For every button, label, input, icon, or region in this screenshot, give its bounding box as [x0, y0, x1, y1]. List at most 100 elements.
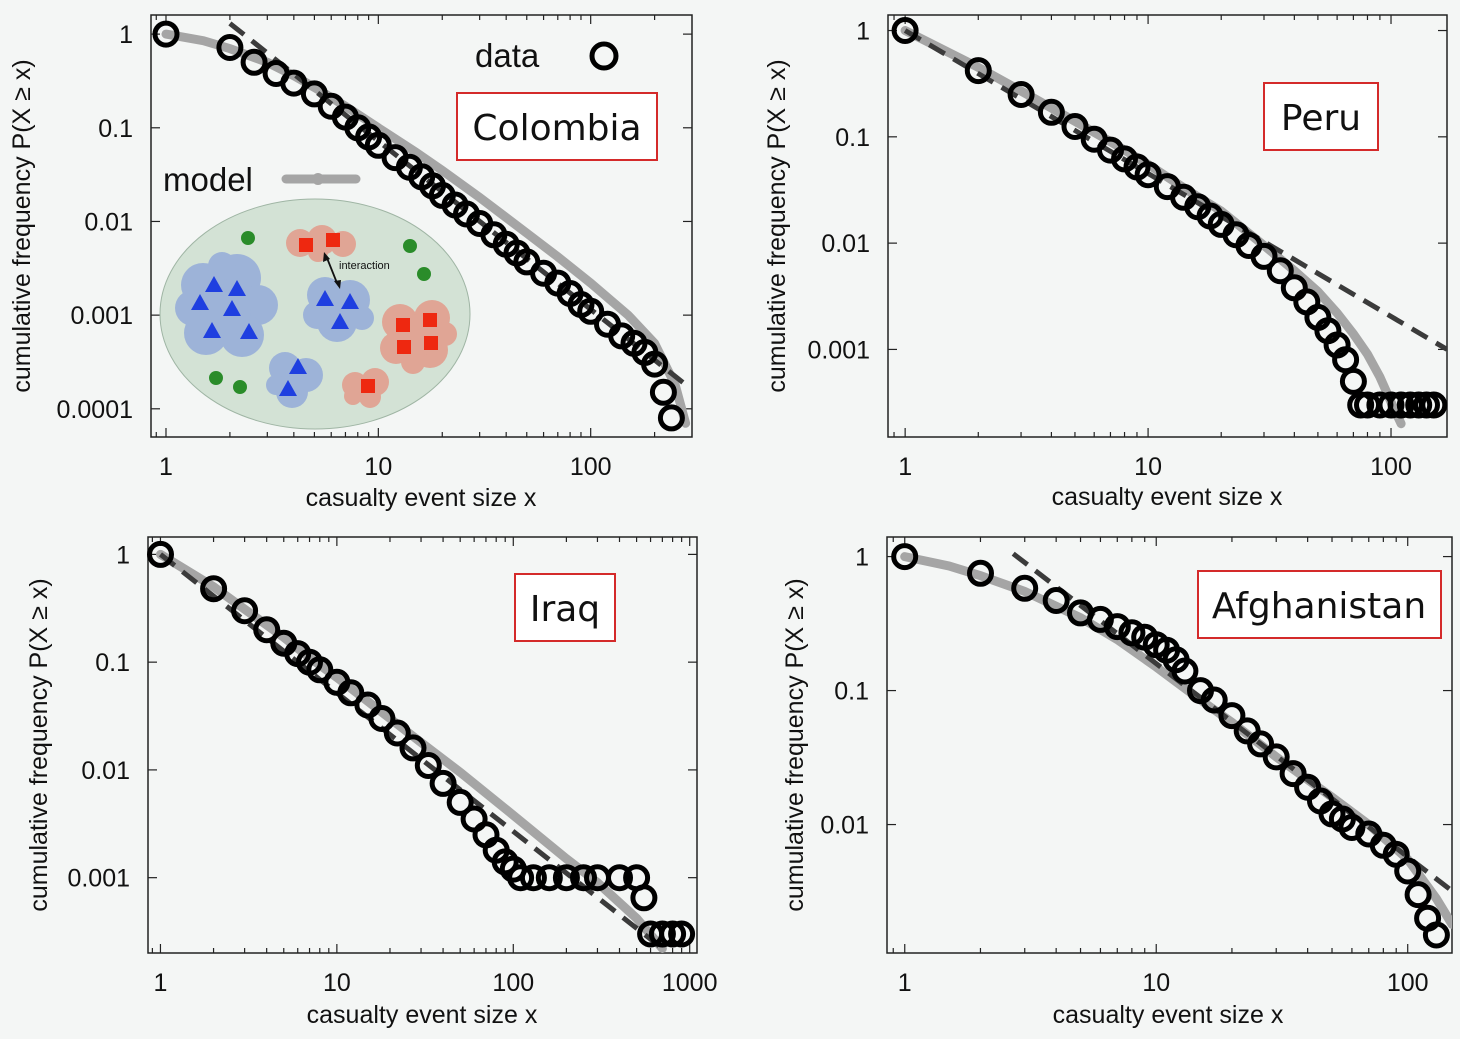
data-point [967, 559, 994, 587]
panel-peru: 1 10 100 1 0.1 0.01 0.001 casualty event size… [763, 14, 1448, 511]
x-ticks: 1 10 100 [155, 15, 656, 481]
data-point [1422, 921, 1450, 949]
data-point [1061, 113, 1089, 140]
data-point [354, 691, 382, 719]
data-point [240, 48, 268, 76]
data-point [552, 864, 580, 892]
y-ticks: 1 0.1 0.01 [820, 544, 1452, 840]
data-point [1007, 81, 1035, 108]
data-point [891, 17, 919, 44]
x-tick-label: 100 [570, 453, 612, 481]
x-tick-label: 100 [1387, 969, 1429, 997]
series-model [161, 29, 691, 428]
y-tick-label: 1 [119, 21, 133, 49]
series-data [891, 543, 1450, 949]
data-point [1250, 242, 1278, 270]
data-point [1377, 391, 1405, 419]
x-tick-label: 1 [153, 969, 167, 997]
data-point [1103, 613, 1131, 641]
x-axis-label: casualty event size x [1052, 483, 1283, 511]
x-ticks: 1 10 100 [892, 537, 1429, 997]
data-point [507, 864, 535, 892]
panel-afghanistan: 1 10 100 1 0.1 0.01 casualty event size x cu… [781, 536, 1453, 1029]
data-point [1404, 881, 1432, 909]
green-dot-markers [209, 231, 431, 394]
data-point [891, 543, 919, 571]
y-tick-label: 0.1 [98, 115, 133, 143]
y-tick-label: 0.1 [95, 649, 130, 677]
x-tick-label: 100 [1370, 453, 1412, 481]
data-point [659, 920, 687, 948]
model-curve [161, 29, 691, 428]
data-point [280, 69, 308, 97]
data-point [1171, 657, 1199, 685]
y-tick-label: 1 [856, 18, 870, 46]
y-tick-label: 0.001 [67, 865, 130, 893]
y-tick-label: 0.001 [70, 302, 133, 330]
data-point [630, 884, 658, 912]
x-axis-label: casualty event size x [306, 484, 537, 512]
data-point [253, 616, 281, 644]
x-tick-label: 1 [898, 969, 912, 997]
series-data [152, 20, 685, 432]
x-ticks: 1 10 100 [893, 15, 1412, 481]
data-point [1042, 587, 1070, 614]
y-tick-label: 0.01 [84, 208, 133, 236]
y-tick-label: 0.01 [81, 757, 130, 785]
y-tick-label: 1 [855, 544, 869, 572]
x-ticks: 1 10 100 1000 [151, 537, 718, 997]
data-point [231, 597, 259, 625]
data-point [606, 864, 633, 892]
data-point [152, 20, 180, 48]
y-tick-label: 0.01 [821, 230, 870, 258]
data-point [1218, 702, 1246, 730]
data-point [414, 752, 442, 779]
blue-triangle-markers [191, 276, 359, 396]
legend-model-label: model [163, 161, 253, 198]
country-label: Colombia [472, 108, 641, 149]
country-label-box [514, 573, 616, 642]
y-ticks: 1 0.1 0.01 0.001 [807, 18, 1447, 364]
data-point [337, 679, 365, 707]
data-point [446, 788, 474, 816]
x-tick-label: 100 [492, 969, 534, 997]
data-point [147, 540, 174, 568]
data-point [429, 769, 457, 797]
country-label: Iraq [530, 589, 600, 630]
data-point [200, 575, 228, 603]
data-point [364, 131, 392, 159]
x-tick-label: 1000 [662, 969, 718, 997]
country-label: Peru [1281, 98, 1361, 139]
data-point [368, 705, 396, 732]
panel-colombia: 1 10 100 1 0.1 0.01 0.001 0.0001 casualty even… [8, 14, 693, 512]
data-point [1387, 391, 1415, 419]
data-point [383, 719, 411, 747]
data-point [641, 350, 669, 378]
data-point [1011, 574, 1039, 602]
y-axis-label: cumulative frequency P(X ≥ x) [25, 578, 53, 911]
data-point [535, 864, 563, 892]
y-ticks: 1 0.1 0.01 0.001 [67, 541, 697, 893]
power-law-fit-line [158, 552, 664, 951]
legend-data-marker [589, 41, 619, 71]
y-axis-label: cumulative frequency P(X ≥ x) [8, 59, 36, 392]
data-point [216, 34, 244, 61]
x-tick-label: 1 [159, 453, 173, 481]
legend-data-label: data [475, 37, 540, 74]
model-schematic-inset: interaction [159, 198, 471, 430]
data-point [1134, 161, 1162, 189]
data-point [1200, 686, 1228, 714]
x-axis-label: casualty event size x [1053, 1001, 1284, 1029]
data-point [657, 404, 685, 432]
y-tick-label: 0.001 [807, 336, 870, 364]
legend-model-dot [312, 173, 324, 185]
y-ticks: 1 0.1 0.01 0.001 0.0001 [57, 21, 692, 424]
y-axis-label: cumulative frequency P(X ≥ x) [781, 578, 809, 911]
x-axis-label: casualty event size x [307, 1001, 538, 1029]
y-tick-label: 0.0001 [57, 396, 133, 424]
interaction-arrow [323, 252, 341, 289]
y-tick-label: 0.1 [834, 678, 869, 706]
y-tick-label: 1 [116, 541, 130, 569]
y-axis-label: cumulative frequency P(X ≥ x) [763, 59, 791, 392]
